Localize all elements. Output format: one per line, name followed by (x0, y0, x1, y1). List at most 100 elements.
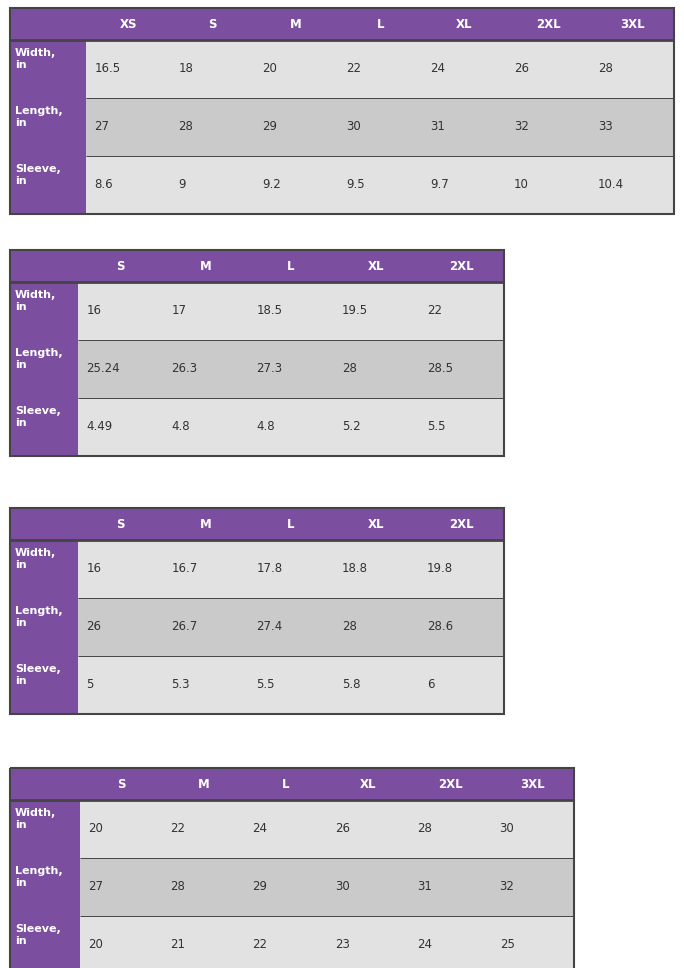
Bar (162, 858, 245, 916)
Text: 26.7: 26.7 (171, 620, 198, 633)
Text: Sleeve,
in: Sleeve, in (15, 924, 61, 947)
Bar (10, 40, 86, 214)
Text: Width,
in: Width, in (15, 808, 56, 831)
Text: Width,
in: Width, in (15, 290, 56, 313)
Bar (248, 398, 334, 456)
Text: 16: 16 (86, 305, 101, 318)
Text: 10.4: 10.4 (598, 178, 624, 192)
Text: Length,
in: Length, in (15, 866, 63, 889)
Text: 27: 27 (94, 120, 109, 134)
Bar (86, 156, 170, 214)
Bar (163, 282, 248, 340)
Text: 16: 16 (86, 562, 101, 576)
Text: 26: 26 (514, 63, 529, 76)
Bar (492, 916, 574, 968)
Text: 32: 32 (514, 120, 529, 134)
Text: 5.8: 5.8 (342, 679, 360, 691)
Text: 22: 22 (170, 823, 185, 835)
Bar (338, 40, 422, 98)
Bar (327, 916, 409, 968)
Text: 23: 23 (335, 939, 350, 952)
Bar (10, 768, 574, 968)
Bar (334, 540, 419, 598)
Text: 6: 6 (427, 679, 434, 691)
Text: 28: 28 (598, 63, 613, 76)
Text: M: M (200, 259, 212, 273)
Bar (248, 282, 334, 340)
Bar (245, 916, 327, 968)
Text: 28: 28 (170, 881, 185, 893)
Bar (10, 250, 504, 282)
Bar (409, 858, 492, 916)
Text: 28: 28 (417, 823, 432, 835)
Bar (10, 250, 504, 456)
Bar (10, 508, 504, 540)
Text: 17.8: 17.8 (256, 562, 282, 576)
Bar (334, 398, 419, 456)
Text: 24: 24 (417, 939, 432, 952)
Bar (78, 340, 163, 398)
Text: 22: 22 (346, 63, 361, 76)
Text: XS: XS (120, 17, 137, 31)
Text: Sleeve,
in: Sleeve, in (15, 164, 61, 187)
Text: 22: 22 (252, 939, 267, 952)
Bar (10, 8, 674, 214)
Text: 22: 22 (427, 305, 442, 318)
Bar (10, 768, 574, 800)
Bar (248, 540, 334, 598)
Text: Sleeve,
in: Sleeve, in (15, 406, 61, 429)
Text: 2XL: 2XL (536, 17, 560, 31)
Bar (422, 98, 506, 156)
Bar (419, 398, 504, 456)
Text: 16.7: 16.7 (171, 562, 198, 576)
Text: 29: 29 (262, 120, 277, 134)
Bar (254, 156, 338, 214)
Bar (162, 916, 245, 968)
Bar (419, 656, 504, 714)
Text: 28.5: 28.5 (427, 362, 453, 376)
Bar (163, 656, 248, 714)
Bar (338, 98, 422, 156)
Bar (78, 282, 163, 340)
Text: 5.2: 5.2 (342, 420, 360, 434)
Text: L: L (287, 259, 295, 273)
Bar (78, 598, 163, 656)
Text: 21: 21 (170, 939, 185, 952)
Text: M: M (290, 17, 302, 31)
Bar (506, 40, 590, 98)
Text: 25.24: 25.24 (86, 362, 120, 376)
Bar (163, 540, 248, 598)
Bar (254, 40, 338, 98)
Bar (334, 656, 419, 714)
Bar (245, 858, 327, 916)
Bar (170, 156, 254, 214)
Text: 5: 5 (86, 679, 94, 691)
Text: 30: 30 (335, 881, 350, 893)
Bar (10, 800, 80, 968)
Bar (78, 540, 163, 598)
Text: L: L (282, 777, 289, 791)
Text: 30: 30 (499, 823, 514, 835)
Text: 9.7: 9.7 (430, 178, 449, 192)
Bar (86, 40, 170, 98)
Bar (492, 800, 574, 858)
Text: S: S (116, 259, 125, 273)
Text: 5.3: 5.3 (171, 679, 190, 691)
Bar (419, 282, 504, 340)
Bar (409, 916, 492, 968)
Text: 20: 20 (88, 823, 103, 835)
Bar (10, 540, 78, 714)
Text: 5.5: 5.5 (427, 420, 445, 434)
Bar (506, 156, 590, 214)
Bar (10, 282, 78, 456)
Bar (78, 398, 163, 456)
Bar (334, 282, 419, 340)
Text: 32: 32 (499, 881, 514, 893)
Text: Length,
in: Length, in (15, 106, 63, 129)
Text: M: M (200, 518, 212, 530)
Bar (78, 656, 163, 714)
Text: 9.2: 9.2 (262, 178, 281, 192)
Text: 16.5: 16.5 (94, 63, 120, 76)
Text: XL: XL (368, 518, 384, 530)
Bar (163, 598, 248, 656)
